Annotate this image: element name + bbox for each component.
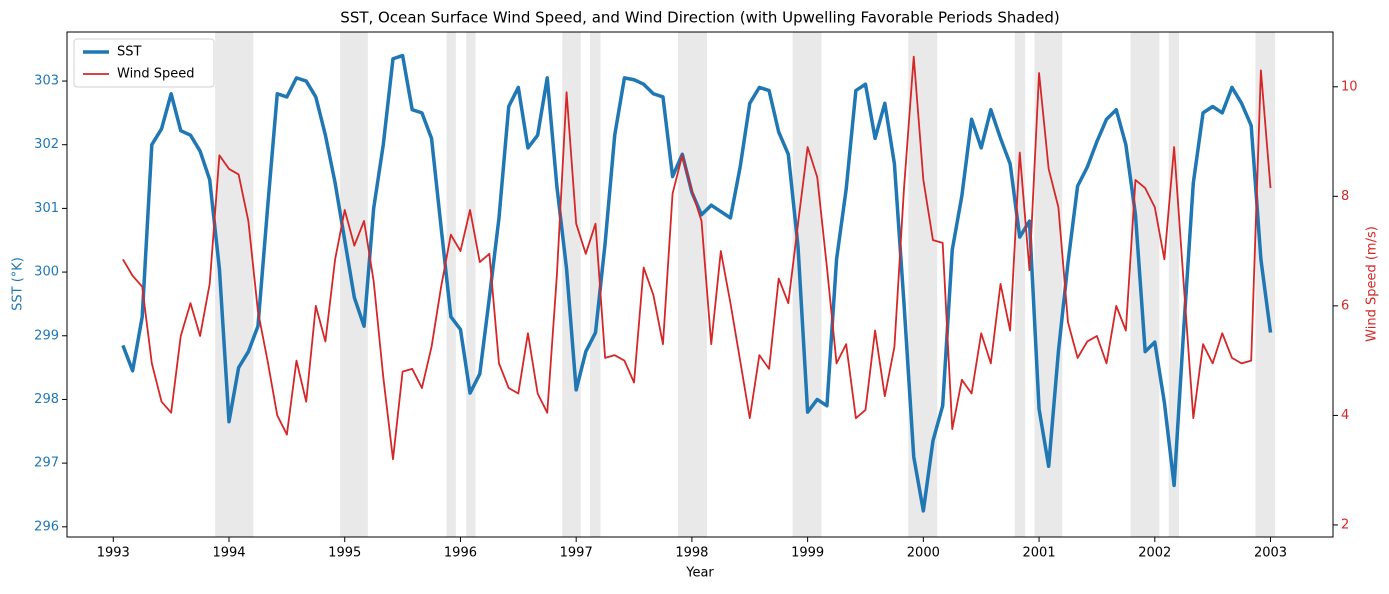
y2-tick-label: 2 [1341, 517, 1349, 532]
y-axis-label: SST (°K) [11, 257, 26, 311]
shaded-span [590, 32, 601, 537]
y-tick-label: 299 [34, 328, 59, 343]
shaded-span [446, 32, 456, 537]
x-tick-label: 1999 [791, 546, 824, 561]
y2-tick-label: 4 [1341, 408, 1349, 423]
shaded-span [562, 32, 581, 537]
y2-axis-label: Wind Speed (m/s) [1365, 226, 1380, 342]
shaded-span [908, 32, 938, 537]
shaded-span [1168, 32, 1180, 537]
legend-label: Wind Speed [117, 67, 195, 82]
y-tick-label: 298 [34, 392, 59, 407]
shaded-span [792, 32, 822, 537]
shaded-span [466, 32, 476, 537]
shaded-span [1014, 32, 1026, 537]
chart-title: SST, Ocean Surface Wind Speed, and Wind … [340, 9, 1059, 27]
y-tick-label: 303 [34, 74, 59, 89]
x-axis-label: Year [685, 566, 714, 581]
x-tick-label: 2001 [1023, 546, 1056, 561]
y2-tick-label: 8 [1341, 189, 1349, 204]
y-tick-label: 300 [34, 265, 59, 280]
shaded-span [340, 32, 368, 537]
legend-label: SST [117, 45, 142, 60]
shaded-span [1130, 32, 1160, 537]
x-tick-label: 1993 [97, 546, 130, 561]
x-tick-label: 1995 [328, 546, 361, 561]
x-tick-label: 1998 [675, 546, 708, 561]
x-tick-label: 2002 [1138, 546, 1171, 561]
shaded-span [678, 32, 707, 537]
x-tick-label: 1994 [212, 546, 245, 561]
x-tick-label: 1997 [560, 546, 593, 561]
y-tick-label: 302 [34, 137, 59, 152]
y2-tick-label: 10 [1341, 79, 1358, 94]
x-tick-label: 2003 [1254, 546, 1287, 561]
plot-frame [66, 31, 1334, 538]
y-tick-label: 297 [34, 456, 59, 471]
y-tick-label: 301 [34, 201, 59, 216]
y2-tick-label: 6 [1341, 298, 1349, 313]
x-tick-label: 2000 [907, 546, 940, 561]
series-line [122, 55, 1272, 461]
y-tick-label: 296 [34, 519, 59, 534]
x-tick-label: 1996 [444, 546, 477, 561]
